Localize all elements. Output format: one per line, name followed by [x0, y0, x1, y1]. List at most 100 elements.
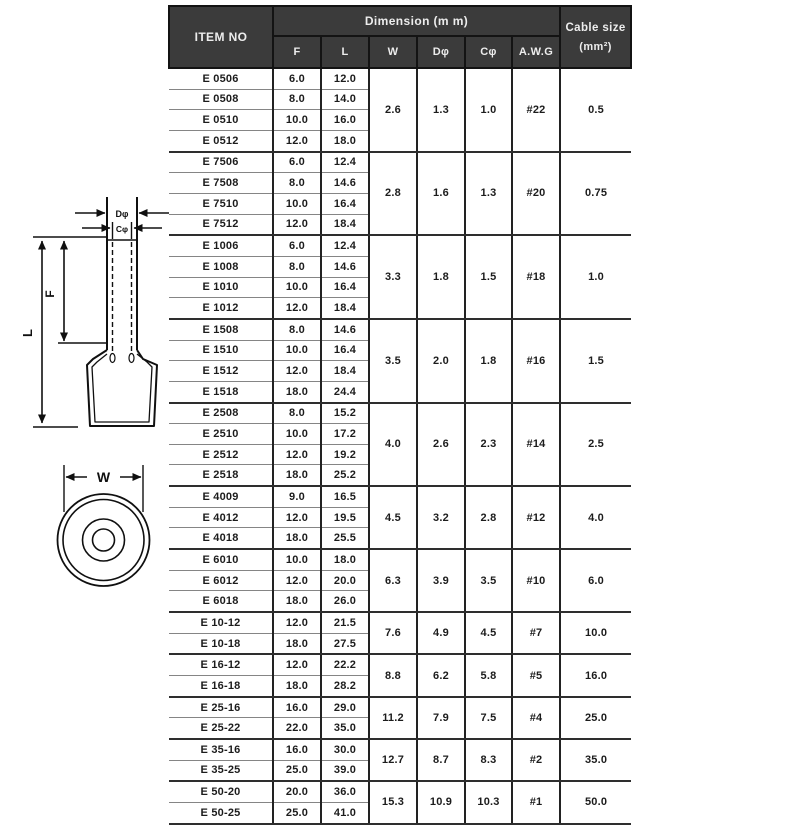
ferrule-spec-table: ITEM NO Dimension (m m) Cable size (mm²)…: [168, 5, 633, 825]
item-no-cell: E 4018: [169, 527, 274, 551]
spec-table-body: E 0506 6.0 12.0 2.6 1.3 1.0 #22 0.5 E 0508 8.0 14.…: [169, 68, 632, 825]
bore-end-left: [109, 352, 116, 364]
collar-outer-circle: [56, 493, 151, 587]
f-cell: 10.0: [273, 423, 322, 445]
header-dimension: Dimension (m m): [271, 5, 562, 37]
f-cell: 18.0: [273, 633, 322, 656]
awg-cell: #1: [512, 781, 562, 825]
table-row: E 1008 8.0 14.6: [169, 256, 631, 278]
item-no-cell: E 2510: [169, 423, 274, 445]
item-no-cell: E 16-18: [169, 675, 274, 698]
awg-cell: #20: [512, 151, 562, 237]
l-cell: 16.5: [321, 486, 370, 508]
item-no-cell: E 10-18: [169, 633, 274, 656]
f-cell: 6.0: [273, 68, 322, 90]
w-cell: 2.6: [369, 68, 418, 153]
l-cell: 29.0: [321, 696, 370, 719]
item-no-cell: E 25-22: [169, 717, 274, 741]
item-no-cell: E 7512: [169, 214, 274, 237]
l-cell: 30.0: [321, 739, 370, 761]
awg-cell: #4: [512, 696, 562, 741]
table-row: E 6012 12.0 20.0: [169, 570, 631, 592]
table-row: E 0512 12.0 18.0: [169, 130, 631, 153]
awg-cell: #7: [512, 612, 562, 656]
f-cell: 10.0: [273, 193, 322, 215]
d-cell: 8.7: [417, 739, 466, 783]
l-cell: 39.0: [321, 760, 370, 783]
awg-cell: #14: [512, 402, 562, 488]
tube-circle: [81, 518, 126, 562]
item-no-cell: E 35-16: [169, 739, 274, 761]
f-cell: 6.0: [273, 151, 322, 174]
c-cell: 3.5: [465, 549, 513, 614]
item-no-cell: E 7510: [169, 193, 274, 215]
item-no-cell: E 2518: [169, 464, 274, 488]
item-no-cell: E 35-25: [169, 760, 274, 783]
d-cell: 7.9: [417, 696, 466, 741]
item-no-cell: E 6018: [169, 590, 274, 614]
l-cell: 19.5: [321, 507, 370, 529]
d-cell: 1.8: [417, 235, 466, 320]
d-cell: 10.9: [417, 781, 466, 825]
l-cell: 22.2: [321, 654, 370, 677]
w-cell: 11.2: [369, 696, 418, 741]
c-cell: 1.3: [465, 151, 513, 237]
cable-cell: 10.0: [560, 612, 632, 656]
f-cell: 8.0: [273, 89, 322, 111]
l-cell: 26.0: [321, 590, 370, 614]
f-cell: 12.0: [273, 297, 322, 320]
l-cell: 14.6: [321, 256, 370, 278]
item-no-cell: E 1010: [169, 277, 274, 299]
c-cell: 2.3: [465, 402, 513, 488]
f-cell: 18.0: [273, 527, 322, 551]
bore-circle: [91, 528, 116, 552]
header-cable-size: Cable size (mm²): [559, 5, 633, 69]
f-cell: 25.0: [273, 760, 322, 783]
cable-cell: 1.5: [560, 318, 632, 404]
item-no-cell: E 1006: [169, 235, 274, 257]
item-no-cell: E 2512: [169, 444, 274, 466]
item-no-cell: E 2508: [169, 402, 274, 425]
l-cell: 35.0: [321, 717, 370, 741]
d-cell: 4.9: [417, 612, 466, 656]
w-cell: 2.8: [369, 151, 418, 237]
table-row: E 4012 12.0 19.5: [169, 507, 631, 529]
awg-cell: #2: [512, 739, 562, 783]
cable-cell: 25.0: [560, 696, 632, 741]
item-no-cell: E 4012: [169, 507, 274, 529]
f-cell: 12.0: [273, 612, 322, 634]
d-cell: 3.9: [417, 549, 466, 614]
item-no-cell: E 4009: [169, 486, 274, 508]
l-cell: 18.4: [321, 297, 370, 320]
l-cell: 12.4: [321, 151, 370, 174]
item-no-cell: E 1008: [169, 256, 274, 278]
f-cell: 8.0: [273, 318, 322, 341]
l-cell: 28.2: [321, 675, 370, 698]
w-cell: 4.5: [369, 486, 418, 551]
cable-cell: 2.5: [560, 402, 632, 488]
l-cell: 16.4: [321, 340, 370, 362]
f-cell: 9.0: [273, 486, 322, 508]
cable-cell: 50.0: [560, 781, 632, 825]
header-col-awg: A.W.G: [510, 35, 562, 69]
item-no-cell: E 1508: [169, 318, 274, 341]
f-cell: 10.0: [273, 340, 322, 362]
l-cell: 16.4: [321, 193, 370, 215]
f-cell: 12.0: [273, 444, 322, 466]
table-row: E 6010 10.0 18.0 6.3 3.9 3.5 #10 6.0: [169, 549, 632, 614]
l-cell: 16.0: [321, 109, 370, 131]
c-cell: 4.5: [465, 612, 513, 656]
l-cell: 27.5: [321, 633, 370, 656]
l-cell: 14.6: [321, 318, 370, 341]
f-cell: 18.0: [273, 590, 322, 614]
awg-cell: #10: [512, 549, 562, 614]
collar-inner-outline: [91, 353, 153, 423]
f-cell: 12.0: [273, 360, 322, 382]
item-no-cell: E 10-12: [169, 612, 274, 634]
table-row: E 1518 18.0 24.4: [169, 381, 631, 404]
header-col-d: Dφ: [416, 35, 466, 69]
l-cell: 18.0: [321, 549, 370, 571]
l-cell: 36.0: [321, 781, 370, 803]
header-col-l: L: [320, 35, 370, 69]
table-row: E 7508 8.0 14.6: [169, 172, 631, 194]
